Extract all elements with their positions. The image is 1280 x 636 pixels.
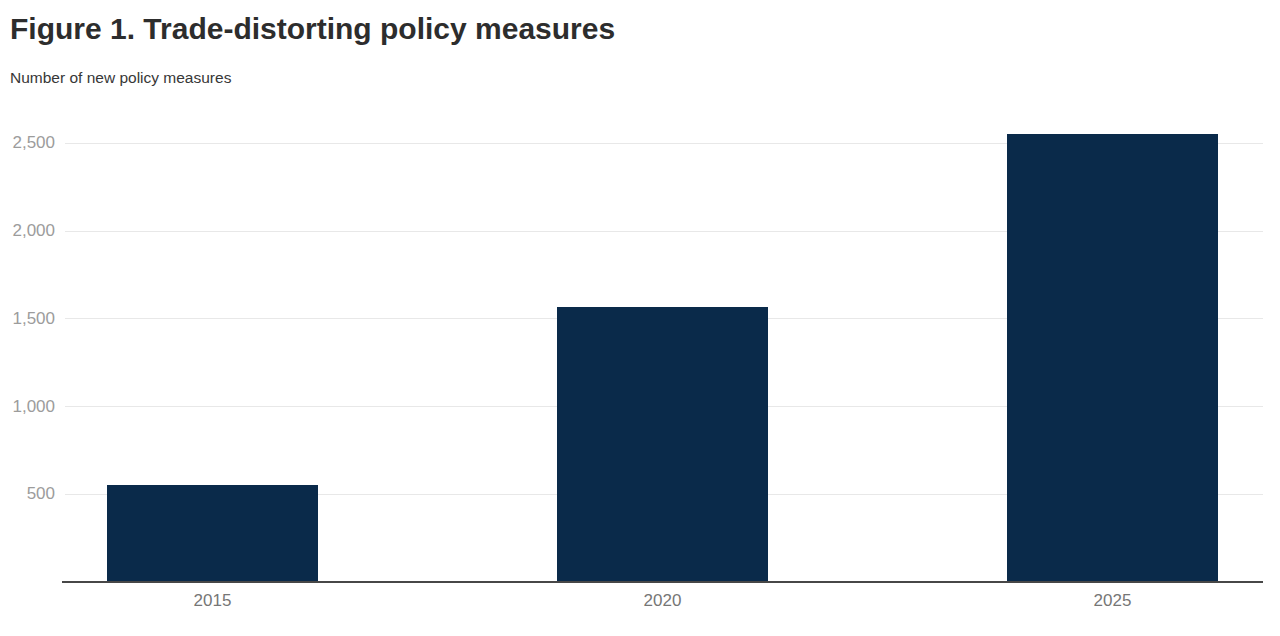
x-axis-label-2025: 2025 <box>1007 591 1218 610</box>
bar-chart-plot-area: 500 1,000 1,500 2,000 2,500 2015 2020 2025 <box>0 0 1280 636</box>
bar-2015 <box>107 485 318 582</box>
figure: Figure 1. Trade-distorting policy measur… <box>0 0 1280 636</box>
x-axis-line <box>62 581 1263 583</box>
y-axis-label-2000: 2,000 <box>0 222 55 240</box>
x-axis-label-2020: 2020 <box>557 591 768 610</box>
x-axis-label-2015: 2015 <box>107 591 318 610</box>
y-axis-label-1500: 1,500 <box>0 310 55 328</box>
y-axis-label-2500: 2,500 <box>0 134 55 152</box>
y-axis-label-1000: 1,000 <box>0 398 55 416</box>
y-axis-label-500: 500 <box>0 485 55 503</box>
bar-2025 <box>1007 134 1218 582</box>
bar-2020 <box>557 307 768 582</box>
